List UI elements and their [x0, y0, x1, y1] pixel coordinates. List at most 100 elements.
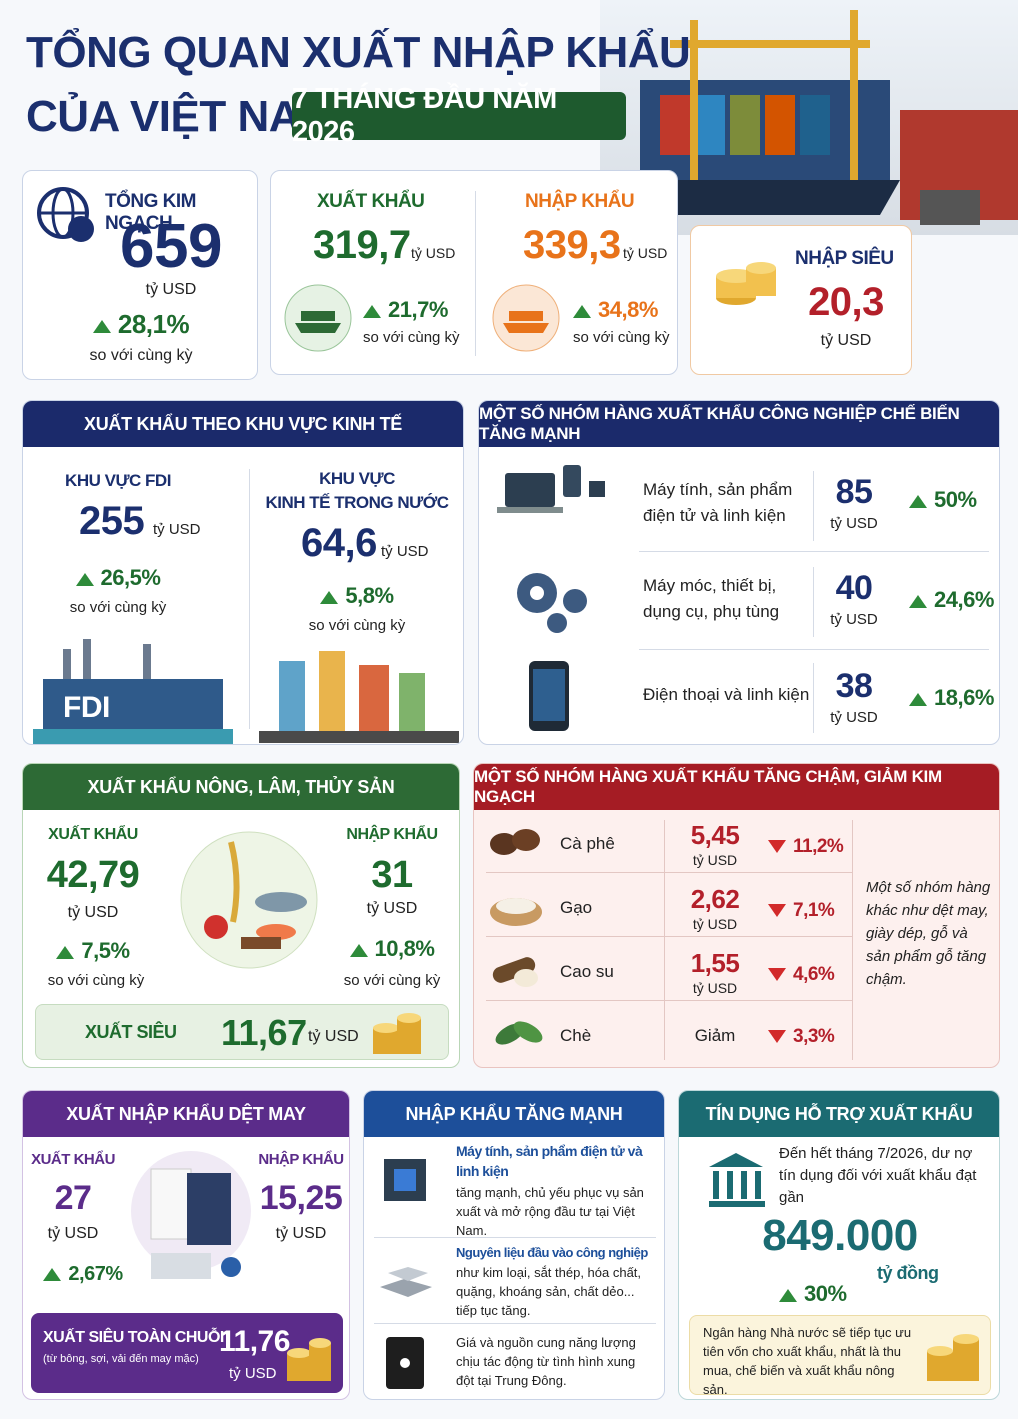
globe-icon — [37, 187, 94, 242]
value: 5,45 — [690, 820, 740, 850]
divider — [374, 1237, 656, 1238]
change: 2,67% — [23, 1263, 143, 1286]
label: NHẬP KHẨU — [525, 191, 635, 212]
unit: tỷ USD — [153, 521, 201, 538]
change: 4,6% — [768, 964, 835, 986]
unit: tỷ USD — [145, 281, 197, 298]
credit-text: Đến hết tháng 7/2026, dư nợ tín dụng đối… — [779, 1145, 977, 1206]
value: 64,6 — [301, 521, 377, 565]
divider — [486, 1000, 852, 1001]
value: 11,76 — [219, 1325, 290, 1358]
note: Ngân hàng Nhà nước sẽ tiếp tục ưu tiên v… — [703, 1325, 912, 1397]
unit: tỷ USD — [820, 332, 872, 349]
unit: tỷ USD — [366, 900, 418, 917]
value: 31 — [371, 854, 413, 896]
label: KINH TẾ TRONG NƯỚC — [265, 493, 450, 512]
change: 3,3% — [768, 1026, 835, 1048]
divider — [374, 1323, 656, 1324]
unit: tỷ USD — [411, 245, 456, 261]
unit: tỷ USD — [308, 1028, 359, 1045]
value: 15,25 — [259, 1179, 343, 1217]
unit: tỷ USD — [692, 980, 738, 996]
value: 659 — [120, 212, 222, 281]
fdi-label: FDI — [63, 691, 110, 724]
change: 21,7% — [363, 297, 448, 323]
produce-image — [180, 831, 318, 969]
section-title: MỘT SỐ NHÓM HÀNG XUẤT KHẨU TĂNG CHẬM, GI… — [474, 764, 999, 810]
note: so với cùng kỳ — [47, 972, 145, 989]
section-title: NHẬP KHẨU TĂNG MẠNH — [364, 1091, 664, 1137]
divider — [486, 872, 852, 873]
bank-icon — [709, 1153, 765, 1207]
sub-label: (từ bông, sợi, vải đến may mặc) — [43, 1353, 199, 1365]
change: 10,8% — [323, 936, 459, 962]
value: 1,55 — [690, 948, 740, 978]
divider — [852, 820, 853, 1060]
item-name: Cao su — [560, 962, 614, 981]
item-text: như kim loại, sắt thép, hóa chất, quặng,… — [456, 1265, 642, 1318]
unit: tỷ USD — [692, 916, 738, 932]
item-text: Giá và nguồn cung năng lượng chịu tác độ… — [456, 1335, 636, 1388]
ship-icon — [492, 284, 560, 352]
label: XUẤT KHẨU — [48, 826, 138, 843]
label: XUẤT SIÊU TOÀN CHUỖI — [43, 1329, 224, 1346]
change: 50% — [909, 487, 977, 513]
total-card: TỔNG KIM NGẠCH 659 tỷ USD 28,1% so với c… — [22, 170, 258, 380]
note: Một số nhóm hàng khác như dệt may, giày … — [866, 879, 991, 988]
divider — [639, 551, 989, 552]
phone-icon — [529, 661, 569, 731]
change: 18,6% — [909, 685, 994, 711]
deficit-card: NHẬP SIÊU 20,3 tỷ USD — [690, 225, 912, 375]
city-image — [259, 651, 459, 743]
note: so với cùng kỳ — [89, 347, 193, 364]
garment-image — [131, 1151, 251, 1279]
sector-card: XUẤT KHẨU THEO KHU VỰC KINH TẾ KHU VỰC F… — [22, 400, 464, 745]
coins-icon — [716, 262, 776, 305]
change: 28,1% — [23, 309, 257, 340]
divider — [813, 471, 814, 541]
label: XUẤT KHẨU — [31, 1151, 115, 1168]
coins-icon — [287, 1338, 331, 1381]
port-image — [600, 0, 1018, 235]
label: NHẬP SIÊU — [795, 248, 894, 269]
change: 24,6% — [909, 587, 994, 613]
value: 849.000 — [762, 1211, 918, 1260]
metal-icon — [380, 1267, 432, 1297]
item-name: Máy tính, sản phẩm điện tử và linh kiện — [643, 480, 793, 525]
unit: tỷ USD — [381, 543, 429, 560]
value: 11,67 — [221, 1012, 307, 1053]
change: 26,5% — [23, 565, 213, 591]
ship-icon — [284, 284, 352, 352]
gears-icon — [517, 573, 587, 633]
value: 85 — [835, 473, 873, 511]
title: CỦA VIỆT NAM — [26, 92, 337, 141]
manufacturing-card: MỘT SỐ NHÓM HÀNG XUẤT KHẨU CÔNG NGHIỆP C… — [478, 400, 1000, 745]
note: so với cùng kỳ — [69, 599, 167, 616]
coffee-icon — [490, 829, 540, 855]
label: XUẤT KHẨU — [317, 191, 425, 212]
textile-card: XUẤT NHẬP KHẨU DỆT MAY XUẤT KHẨU 27 tỷ U… — [22, 1090, 350, 1400]
item-name: Gạo — [560, 898, 593, 917]
value: 255 — [79, 499, 145, 543]
value: 319,7 — [313, 223, 411, 267]
credit-card: TÍN DỤNG HỖ TRỢ XUẤT KHẨU Đến hết tháng … — [678, 1090, 1000, 1400]
item-name: Máy móc, thiết bị, dụng cụ, phụ tùng — [643, 576, 780, 621]
unit: tỷ USD — [229, 1365, 277, 1382]
imports-card: NHẬP KHẨU TĂNG MẠNH Máy tính, sản phẩm đ… — [363, 1090, 665, 1400]
divider — [486, 936, 852, 937]
value: 27 — [54, 1179, 92, 1217]
value: 40 — [835, 569, 873, 607]
value: 42,79 — [46, 854, 140, 896]
section-title: MỘT SỐ NHÓM HÀNG XUẤT KHẨU CÔNG NGHIỆP C… — [479, 401, 999, 447]
item-name: Cà phê — [560, 834, 615, 853]
divider — [664, 820, 665, 1060]
label: KHU VỰC FDI — [65, 471, 171, 490]
item-heading: Nguyên liệu đầu vào công nghiệp — [456, 1245, 648, 1260]
unit: tỷ USD — [623, 245, 668, 261]
change: 11,2% — [768, 836, 844, 858]
unit: tỷ USD — [692, 852, 738, 868]
section-title: XUẤT KHẨU THEO KHU VỰC KINH TẾ — [23, 401, 463, 447]
value: 2,62 — [690, 884, 740, 914]
trade-card: XUẤT KHẨU 319,7 tỷ USD 21,7% so với cùng… — [270, 170, 678, 375]
unit: tỷ USD — [67, 904, 119, 921]
